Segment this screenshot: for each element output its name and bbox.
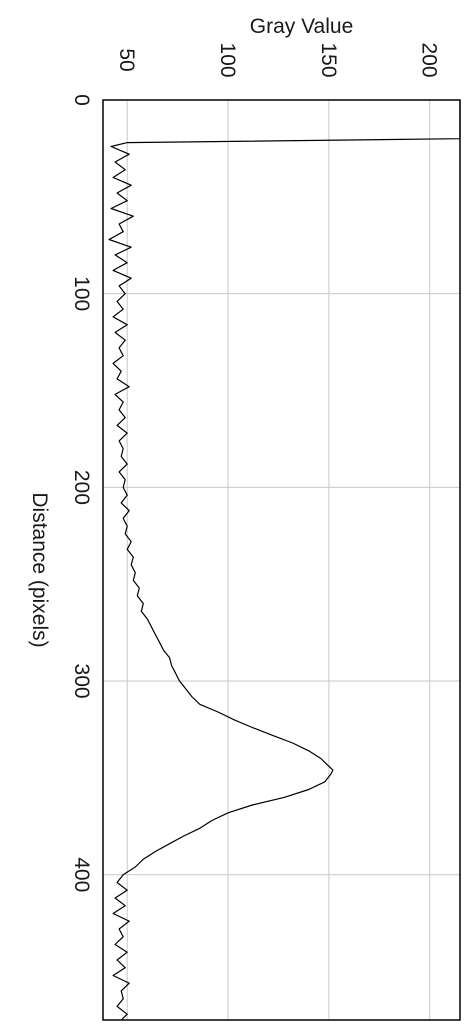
x-tick-label: 200 xyxy=(70,470,93,505)
x-tick-label: 400 xyxy=(70,857,93,892)
y-tick-label: 50 xyxy=(115,48,138,71)
y-tick-label: 200 xyxy=(418,42,441,77)
y-tick-label: 150 xyxy=(317,42,340,77)
y-axis-title: Gray Value xyxy=(250,15,354,38)
axis-ticks: 50 100 150 200 0 100 200 300 400 xyxy=(70,42,441,892)
grid-lines xyxy=(103,100,460,1020)
x-tick-label: 300 xyxy=(70,664,93,699)
series-layer xyxy=(108,100,461,1021)
plot-frame xyxy=(102,99,461,1021)
y-tick-label: 100 xyxy=(216,42,239,77)
x-tick-label: 100 xyxy=(70,276,93,311)
x-axis-title: Distance (pixels) xyxy=(28,492,51,647)
series-line-0 xyxy=(108,100,461,1021)
x-tick-label: 0 xyxy=(70,94,93,106)
